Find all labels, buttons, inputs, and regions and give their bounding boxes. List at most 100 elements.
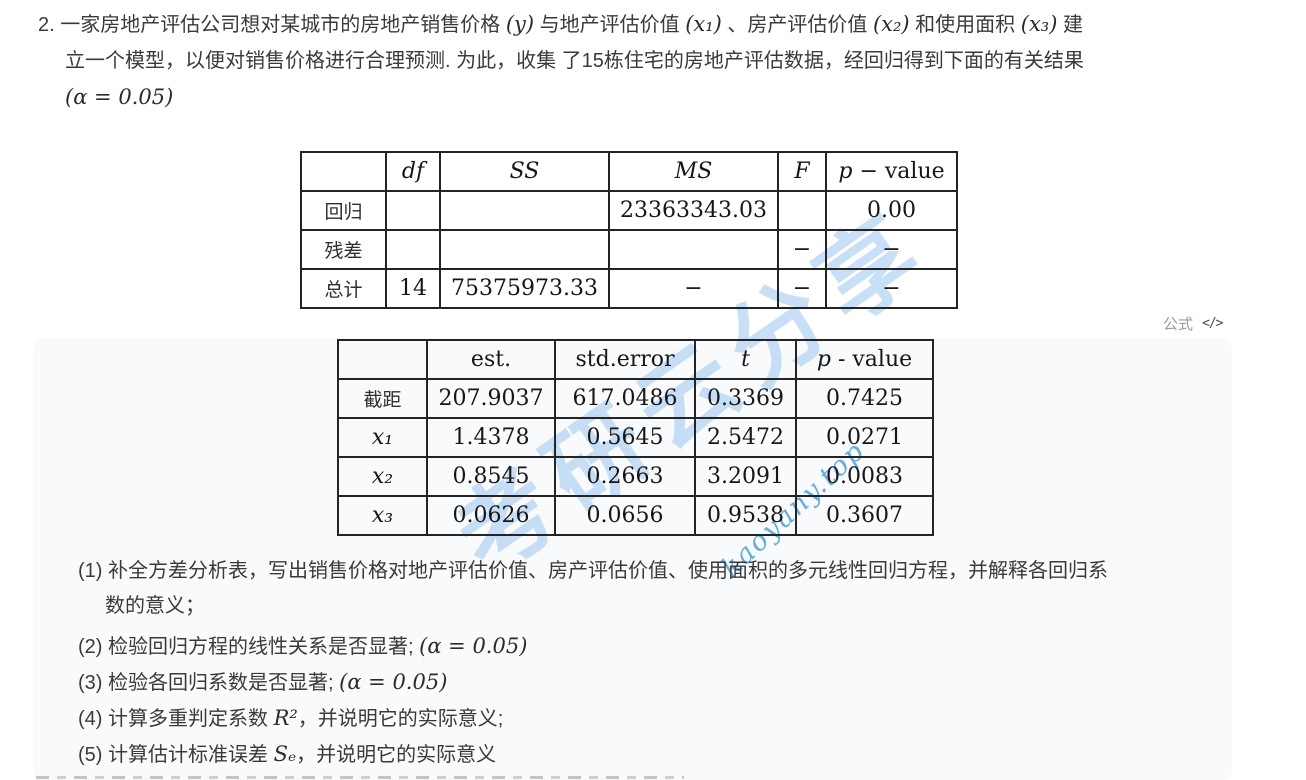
question-1-line-1: (1) 补全方差分析表，写出销售价格对地产评估价值、房产评估价值、使用面积的多元… xyxy=(78,560,1108,582)
table-cell: 0.3607 xyxy=(795,495,934,536)
math-x2: (x₂) xyxy=(872,12,910,36)
question-number: 2. xyxy=(38,14,55,36)
question-intro: 2. 一家房地产评估公司想对某城市的房地产销售价格 (y) 与地产评估价值 (x… xyxy=(38,6,1243,116)
question-text: (5) 计算估计标准误差 xyxy=(78,744,274,766)
table-cell: − xyxy=(825,268,958,309)
anova-row-regression: 回归 23363343.03 0.00 xyxy=(300,190,958,231)
formula-button[interactable]: 公式 </> xyxy=(1163,312,1224,334)
coef-header-t: t xyxy=(694,339,797,380)
coef-header-est: est. xyxy=(426,339,556,380)
coef-row-x3: x₃ 0.0626 0.0656 0.9538 0.3607 xyxy=(337,495,934,536)
table-cell: − xyxy=(777,229,827,270)
coef-row-x1: x₁ 1.4378 0.5645 2.5472 0.0271 xyxy=(337,417,934,458)
row-label: x₂ xyxy=(337,456,428,497)
row-label: 残差 xyxy=(300,229,387,270)
question-1-line-2: 数的意义； xyxy=(105,595,205,617)
table-cell: 0.0271 xyxy=(795,417,934,458)
intro-text: 、房产评估价值 xyxy=(721,14,873,36)
row-label: x₃ xyxy=(337,495,428,536)
table-cell: 207.9037 xyxy=(426,378,556,419)
table-cell xyxy=(439,229,610,270)
sub-questions: (1) 补全方差分析表，写出销售价格对地产评估价值、房产评估价值、使用面积的多元… xyxy=(78,554,1240,773)
anova-header-ss: SS xyxy=(439,151,610,192)
p-symbol: p xyxy=(816,347,831,372)
table-cell: − xyxy=(825,229,958,270)
table-cell: 3.2091 xyxy=(694,456,797,497)
anova-header-df: df xyxy=(385,151,441,192)
math-alpha: (α = 0.05) xyxy=(65,85,174,109)
question-text: (4) 计算多重判定系数 xyxy=(78,708,274,730)
coef-header-stderror: std.error xyxy=(554,339,696,380)
intro-text: 和使用面积 xyxy=(909,14,1021,36)
anova-header-ms: MS xyxy=(608,151,779,192)
table-cell: 0.0083 xyxy=(795,456,934,497)
math-alpha: (α = 0.05) xyxy=(339,670,448,694)
table-cell: 0.9538 xyxy=(694,495,797,536)
intro-text: 建 xyxy=(1057,14,1083,36)
table-cell xyxy=(777,190,827,231)
p-rest: - value xyxy=(837,347,913,372)
table-cell: 0.00 xyxy=(825,190,958,231)
table-cell: 75375973.33 xyxy=(439,268,610,309)
p-symbol: p xyxy=(838,159,853,184)
math-r-squared: R² xyxy=(273,706,298,730)
intro-text: 一家房地产评估公司想对某城市的房地产销售价格 xyxy=(60,14,506,36)
question-4: (4) 计算多重判定系数 R²，并说明它的实际意义; xyxy=(78,701,1240,737)
table-cell: 0.8545 xyxy=(426,456,556,497)
table-cell: − xyxy=(777,268,827,309)
math-x1: (x₁) xyxy=(685,12,722,36)
row-label: x₁ xyxy=(337,417,428,458)
math-y: (y) xyxy=(505,12,535,36)
table-cell xyxy=(608,229,779,270)
anova-row-total: 总计 14 75375973.33 − − − xyxy=(300,268,958,309)
question-text: (3) 检验各回归系数是否显著; xyxy=(78,672,340,694)
coef-header-row: est. std.error t p - value xyxy=(337,339,934,380)
table-cell: 0.0656 xyxy=(554,495,696,536)
question-text: ，并说明它的实际意义; xyxy=(297,708,504,730)
coef-header-pvalue: p - value xyxy=(795,339,934,380)
question-text: ，并说明它的实际意义 xyxy=(296,744,497,766)
table-cell xyxy=(385,190,441,231)
table-cell: − xyxy=(608,268,779,309)
row-label: 回归 xyxy=(300,190,387,231)
row-label: 截距 xyxy=(337,378,428,419)
coef-row-x2: x₂ 0.8545 0.2663 3.2091 0.0083 xyxy=(337,456,934,497)
intro-line-2: 立一个模型，以便对销售价格进行合理预测. 为此，收集 了15栋住宅的房地产评估数… xyxy=(65,50,1084,72)
anova-header-row: df SS MS F p − value xyxy=(300,151,958,192)
table-cell: 0.3369 xyxy=(694,378,797,419)
code-icon: </> xyxy=(1202,315,1224,331)
anova-table: df SS MS F p − value 回归 23363343.03 0.00… xyxy=(300,151,958,309)
math-alpha: (α = 0.05) xyxy=(419,634,528,658)
intro-line-3: (α = 0.05) xyxy=(38,79,1243,116)
table-cell: 0.5645 xyxy=(554,417,696,458)
table-cell: 14 xyxy=(385,268,441,309)
math-s-e: Sₑ xyxy=(273,742,297,766)
question-text: (2) 检验回归方程的线性关系是否显著; xyxy=(78,636,420,658)
table-cell: 2.5472 xyxy=(694,417,797,458)
table-cell xyxy=(385,229,441,270)
table-cell xyxy=(439,190,610,231)
coef-row-intercept: 截距 207.9037 617.0486 0.3369 0.7425 xyxy=(337,378,934,419)
intro-text: 与地产评估价值 xyxy=(534,14,686,36)
coefficients-table: est. std.error t p - value 截距 207.9037 6… xyxy=(337,339,934,536)
anova-header-pvalue: p − value xyxy=(825,151,958,192)
question-5: (5) 计算估计标准误差 Sₑ，并说明它的实际意义 xyxy=(78,737,1240,773)
cutoff-text-fragment xyxy=(36,776,684,779)
anova-corner-cell xyxy=(300,151,387,192)
question-2: (2) 检验回归方程的线性关系是否显著; (α = 0.05) xyxy=(78,629,1240,665)
formula-button-label: 公式 xyxy=(1163,315,1194,333)
anova-row-residual: 残差 − − xyxy=(300,229,958,270)
intro-line-1: 2. 一家房地产评估公司想对某城市的房地产销售价格 (y) 与地产评估价值 (x… xyxy=(38,6,1243,43)
table-cell: 0.7425 xyxy=(795,378,934,419)
table-cell: 0.0626 xyxy=(426,495,556,536)
table-cell: 617.0486 xyxy=(554,378,696,419)
p-rest: − value xyxy=(859,159,945,184)
math-x3: (x₃) xyxy=(1020,12,1058,36)
question-3: (3) 检验各回归系数是否显著; (α = 0.05) xyxy=(78,665,1240,701)
table-cell: 1.4378 xyxy=(426,417,556,458)
table-cell: 0.2663 xyxy=(554,456,696,497)
table-cell: 23363343.03 xyxy=(608,190,779,231)
row-label: 总计 xyxy=(300,268,387,309)
coef-corner-cell xyxy=(337,339,428,380)
